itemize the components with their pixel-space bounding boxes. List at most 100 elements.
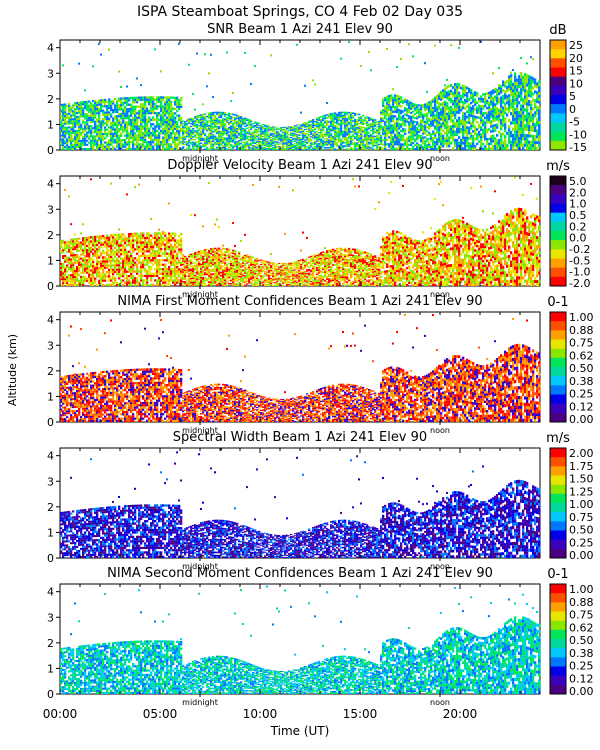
heatmap-cell [136,116,139,119]
heatmap-cell [268,127,271,129]
heatmap-cell [62,138,65,141]
heatmap-cell [522,124,525,128]
heatmap-cell [530,106,533,110]
heatmap-cell [358,125,361,128]
heatmap-cell [394,136,397,139]
heatmap-cell [284,131,287,133]
heatmap-cell [90,246,93,249]
heatmap-cell [236,117,239,120]
heatmap-cell [464,128,467,132]
heatmap-cell [166,125,169,128]
heatmap-cell [402,128,405,131]
heatmap-cell [444,110,447,114]
heatmap-cell [100,130,103,134]
heatmap-cell [60,262,63,265]
heatmap-cell [274,137,277,139]
heatmap-cell [418,134,421,137]
heatmap-cell [196,118,199,120]
heatmap-cell [144,105,147,108]
heatmap-cell [510,102,513,106]
heatmap-cell [168,96,171,99]
heatmap-cell [256,126,259,128]
heatmap-cell [374,119,377,121]
heatmap-cell [96,147,99,150]
heatmap-cell [182,120,185,122]
heatmap-cell [208,134,211,136]
heatmap-cell [516,130,519,134]
heatmap-cell [234,144,237,146]
heatmap-cell [416,123,419,126]
heatmap-cell [512,98,515,102]
heatmap-cell [472,110,475,113]
heatmap-cell [106,147,109,150]
heatmap-cell [74,124,77,127]
heatmap-cell [300,131,303,133]
heatmap-cell [448,144,451,148]
heatmap-cell [322,145,325,148]
heatmap-cell [74,272,77,275]
heatmap-cell [490,98,493,101]
heatmap-cell [538,94,541,98]
heatmap-cell [420,115,423,118]
heatmap-cell [244,144,247,146]
heatmap-cell [388,117,391,121]
heatmap-cell [354,146,357,149]
heatmap-cell [260,147,263,149]
heatmap-cell [140,134,143,137]
heatmap-cell [64,132,67,135]
heatmap-speck [204,53,206,56]
heatmap-cell [284,148,287,150]
heatmap-cell [490,107,493,111]
heatmap-cell [284,133,287,135]
heatmap-cell [230,148,233,150]
heatmap-cell [496,102,499,105]
heatmap-cell [290,135,293,137]
heatmap-cell [534,90,537,94]
heatmap-cell [362,142,365,145]
heatmap-cell [264,128,267,130]
heatmap-cell [144,138,147,142]
heatmap-cell [214,137,217,139]
heatmap-cell [288,137,291,139]
heatmap-cell [372,138,375,140]
heatmap-cell [130,107,133,111]
heatmap-cell [124,125,127,129]
heatmap-cell [328,131,331,134]
heatmap-cell [526,102,529,106]
heatmap-cell [228,139,231,141]
heatmap-cell [76,269,79,272]
heatmap-cell [398,109,401,112]
heatmap-cell [92,281,95,284]
heatmap-cell [106,124,109,127]
heatmap-cell [414,128,417,131]
heatmap-cell [484,126,487,129]
heatmap-cell [294,128,297,130]
heatmap-cell [114,110,117,114]
heatmap-cell [452,130,455,134]
heatmap-cell [366,128,369,131]
heatmap-cell [490,120,493,123]
heatmap-cell [178,119,181,122]
heatmap-cell [138,125,141,128]
heatmap-cell [530,82,533,86]
heatmap-cell [504,84,507,88]
heatmap-cell [182,140,185,142]
heatmap-cell [120,115,123,118]
heatmap-cell [138,109,141,113]
heatmap-cell [142,134,145,137]
heatmap-cell [474,103,477,106]
heatmap-cell [404,132,407,135]
heatmap-cell [330,117,333,120]
heatmap-cell [116,145,119,148]
heatmap-cell [462,103,465,107]
heatmap-cell [196,129,199,132]
heatmap-cell [354,142,357,144]
heatmap-cell [104,147,107,150]
heatmap-cell [72,272,75,275]
heatmap-cell [436,138,439,141]
heatmap-cell [166,118,169,121]
heatmap-cell [418,144,421,147]
colorbar-tick-label: -15 [569,141,587,154]
heatmap-cell [78,249,81,252]
heatmap-cell [202,118,205,120]
